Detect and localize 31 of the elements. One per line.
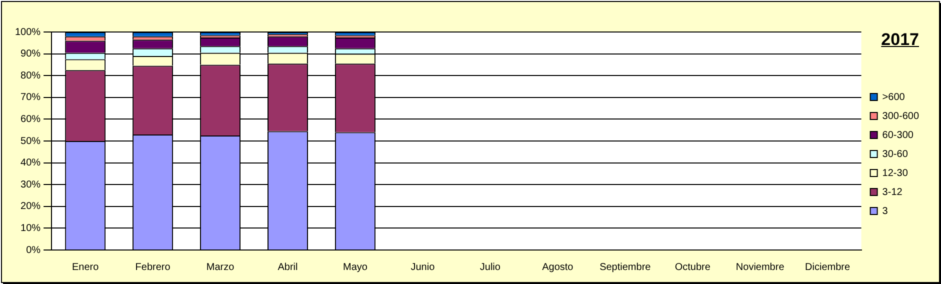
y-tick-label: 50%	[20, 136, 41, 147]
legend-label: 3-12	[882, 186, 903, 198]
x-tick-label: Agosto	[542, 262, 574, 273]
x-tick-label: Septiembre	[600, 262, 652, 273]
y-tick-label: 30%	[20, 179, 41, 190]
x-tick-label: Mayo	[342, 262, 368, 273]
x-tick-label: Octubre	[674, 262, 711, 273]
legend-label: 60-300	[882, 130, 914, 141]
legend-label: 30-60	[882, 148, 908, 160]
text: 2017	[881, 30, 919, 50]
legend-label: >600	[882, 92, 906, 103]
x-tick-label: Enero	[72, 262, 100, 273]
y-tick-label: 80%	[20, 70, 41, 82]
x-tick-label: Marzo	[206, 262, 235, 273]
x-tick-label: Julio	[480, 262, 501, 273]
y-tick-label: 10%	[20, 222, 41, 234]
legend-label: 300-600	[882, 110, 920, 122]
x-tick-label: Diciembre	[805, 262, 851, 273]
x-tick-label: Junio	[410, 262, 436, 273]
y-tick-label: 20%	[20, 201, 41, 212]
y-tick-label: 70%	[20, 92, 41, 104]
y-tick-label: 40%	[20, 158, 41, 169]
legend-label: 12-30	[882, 168, 908, 179]
x-tick-label: Febrero	[135, 262, 171, 273]
y-tick-label: 0%	[26, 244, 41, 256]
y-tick-label: 60%	[20, 114, 41, 125]
y-tick-label: 100%	[15, 26, 41, 38]
legend-label: 3	[882, 206, 888, 217]
y-tick-label: 90%	[20, 48, 41, 60]
x-tick-label: Noviembre	[736, 262, 785, 273]
x-tick-label: Abril	[278, 262, 298, 273]
